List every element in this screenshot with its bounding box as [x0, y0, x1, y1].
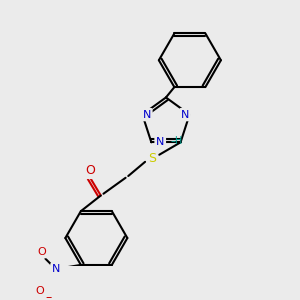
- Text: O: O: [38, 247, 46, 256]
- Text: O: O: [85, 164, 95, 177]
- Text: S: S: [148, 152, 156, 165]
- Text: –H: –H: [171, 136, 183, 146]
- Text: O: O: [36, 286, 44, 296]
- Text: N: N: [156, 137, 164, 147]
- Text: N: N: [181, 110, 189, 120]
- Text: N: N: [142, 110, 151, 120]
- Text: –: –: [46, 291, 52, 300]
- Text: N: N: [52, 264, 60, 274]
